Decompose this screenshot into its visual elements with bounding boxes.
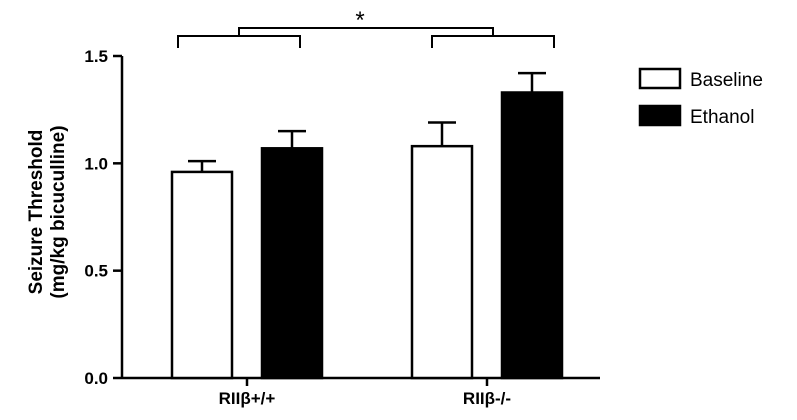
x-axis-ticks: RIIβ+/+ RIIβ-/- — [219, 378, 511, 408]
legend: Baseline Ethanol — [638, 67, 763, 128]
y-axis-title-line1: Seizure Threshold — [26, 130, 47, 295]
y-tick-label: 1.5 — [84, 47, 108, 66]
bar-ethanol-1 — [500, 91, 564, 380]
bar-baseline-1 — [410, 144, 474, 380]
legend-swatch-ethanol — [638, 104, 682, 127]
significance-bracket — [177, 27, 555, 48]
x-tick-label: RIIβ-/- — [463, 389, 511, 408]
legend-label-baseline: Baseline — [690, 70, 763, 91]
y-tick-label: 1.0 — [84, 154, 108, 173]
x-tick-label: RIIβ+/+ — [219, 389, 276, 408]
y-axis-ticks: 0.0 0.5 1.0 1.5 — [84, 47, 122, 388]
bracket-right — [431, 35, 555, 48]
bar-ethanol-0 — [260, 147, 324, 380]
bars-group — [170, 71, 564, 380]
y-tick-label: 0.5 — [84, 262, 108, 281]
bracket-left — [177, 35, 301, 48]
significance-star: * — [355, 7, 364, 34]
bar-baseline-0 — [170, 170, 234, 380]
y-tick-label: 0.0 — [84, 369, 108, 388]
legend-label-ethanol: Ethanol — [690, 107, 754, 128]
bracket-top — [238, 27, 494, 36]
y-axis-title-line2: (mg/kg bicuculline) — [48, 125, 69, 298]
legend-swatch-baseline — [638, 67, 682, 90]
y-axis-title: Seizure Threshold (mg/kg bicuculline) — [26, 125, 69, 298]
